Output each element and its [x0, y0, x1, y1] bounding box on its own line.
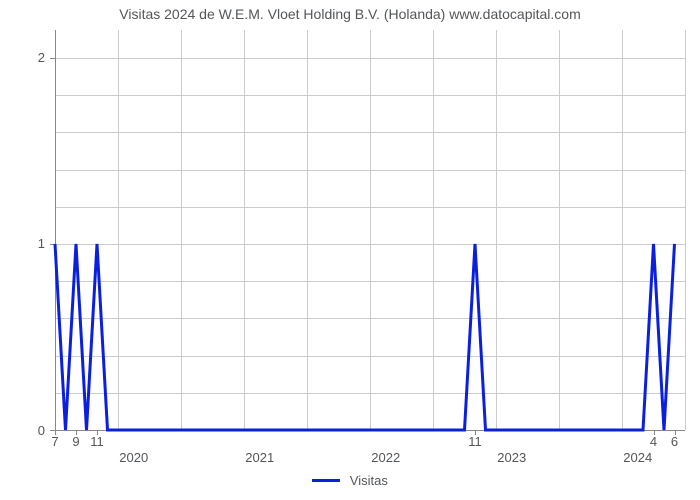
line-series [55, 30, 685, 430]
x-year-label: 2022 [371, 450, 400, 465]
x-tick-label: 11 [468, 434, 482, 449]
legend-label: Visitas [350, 473, 388, 488]
legend-swatch [312, 479, 340, 482]
chart-title: Visitas 2024 de W.E.M. Vloet Holding B.V… [0, 6, 700, 22]
x-year-label: 2020 [119, 450, 148, 465]
y-tick-label: 2 [15, 50, 45, 65]
x-year-label: 2024 [623, 450, 652, 465]
x-tick-label: 7 [51, 434, 58, 449]
x-tick-label: 9 [72, 434, 79, 449]
x-year-label: 2023 [497, 450, 526, 465]
x-tick-label: 4 [650, 434, 657, 449]
y-tick-label: 1 [15, 236, 45, 251]
plot-area [55, 30, 685, 430]
x-tick-label: 11 [90, 434, 104, 449]
x-year-label: 2021 [245, 450, 274, 465]
grid-line-vertical [685, 30, 686, 430]
legend: Visitas [0, 472, 700, 488]
y-tick-label: 0 [15, 423, 45, 438]
x-tick-label: 6 [671, 434, 678, 449]
